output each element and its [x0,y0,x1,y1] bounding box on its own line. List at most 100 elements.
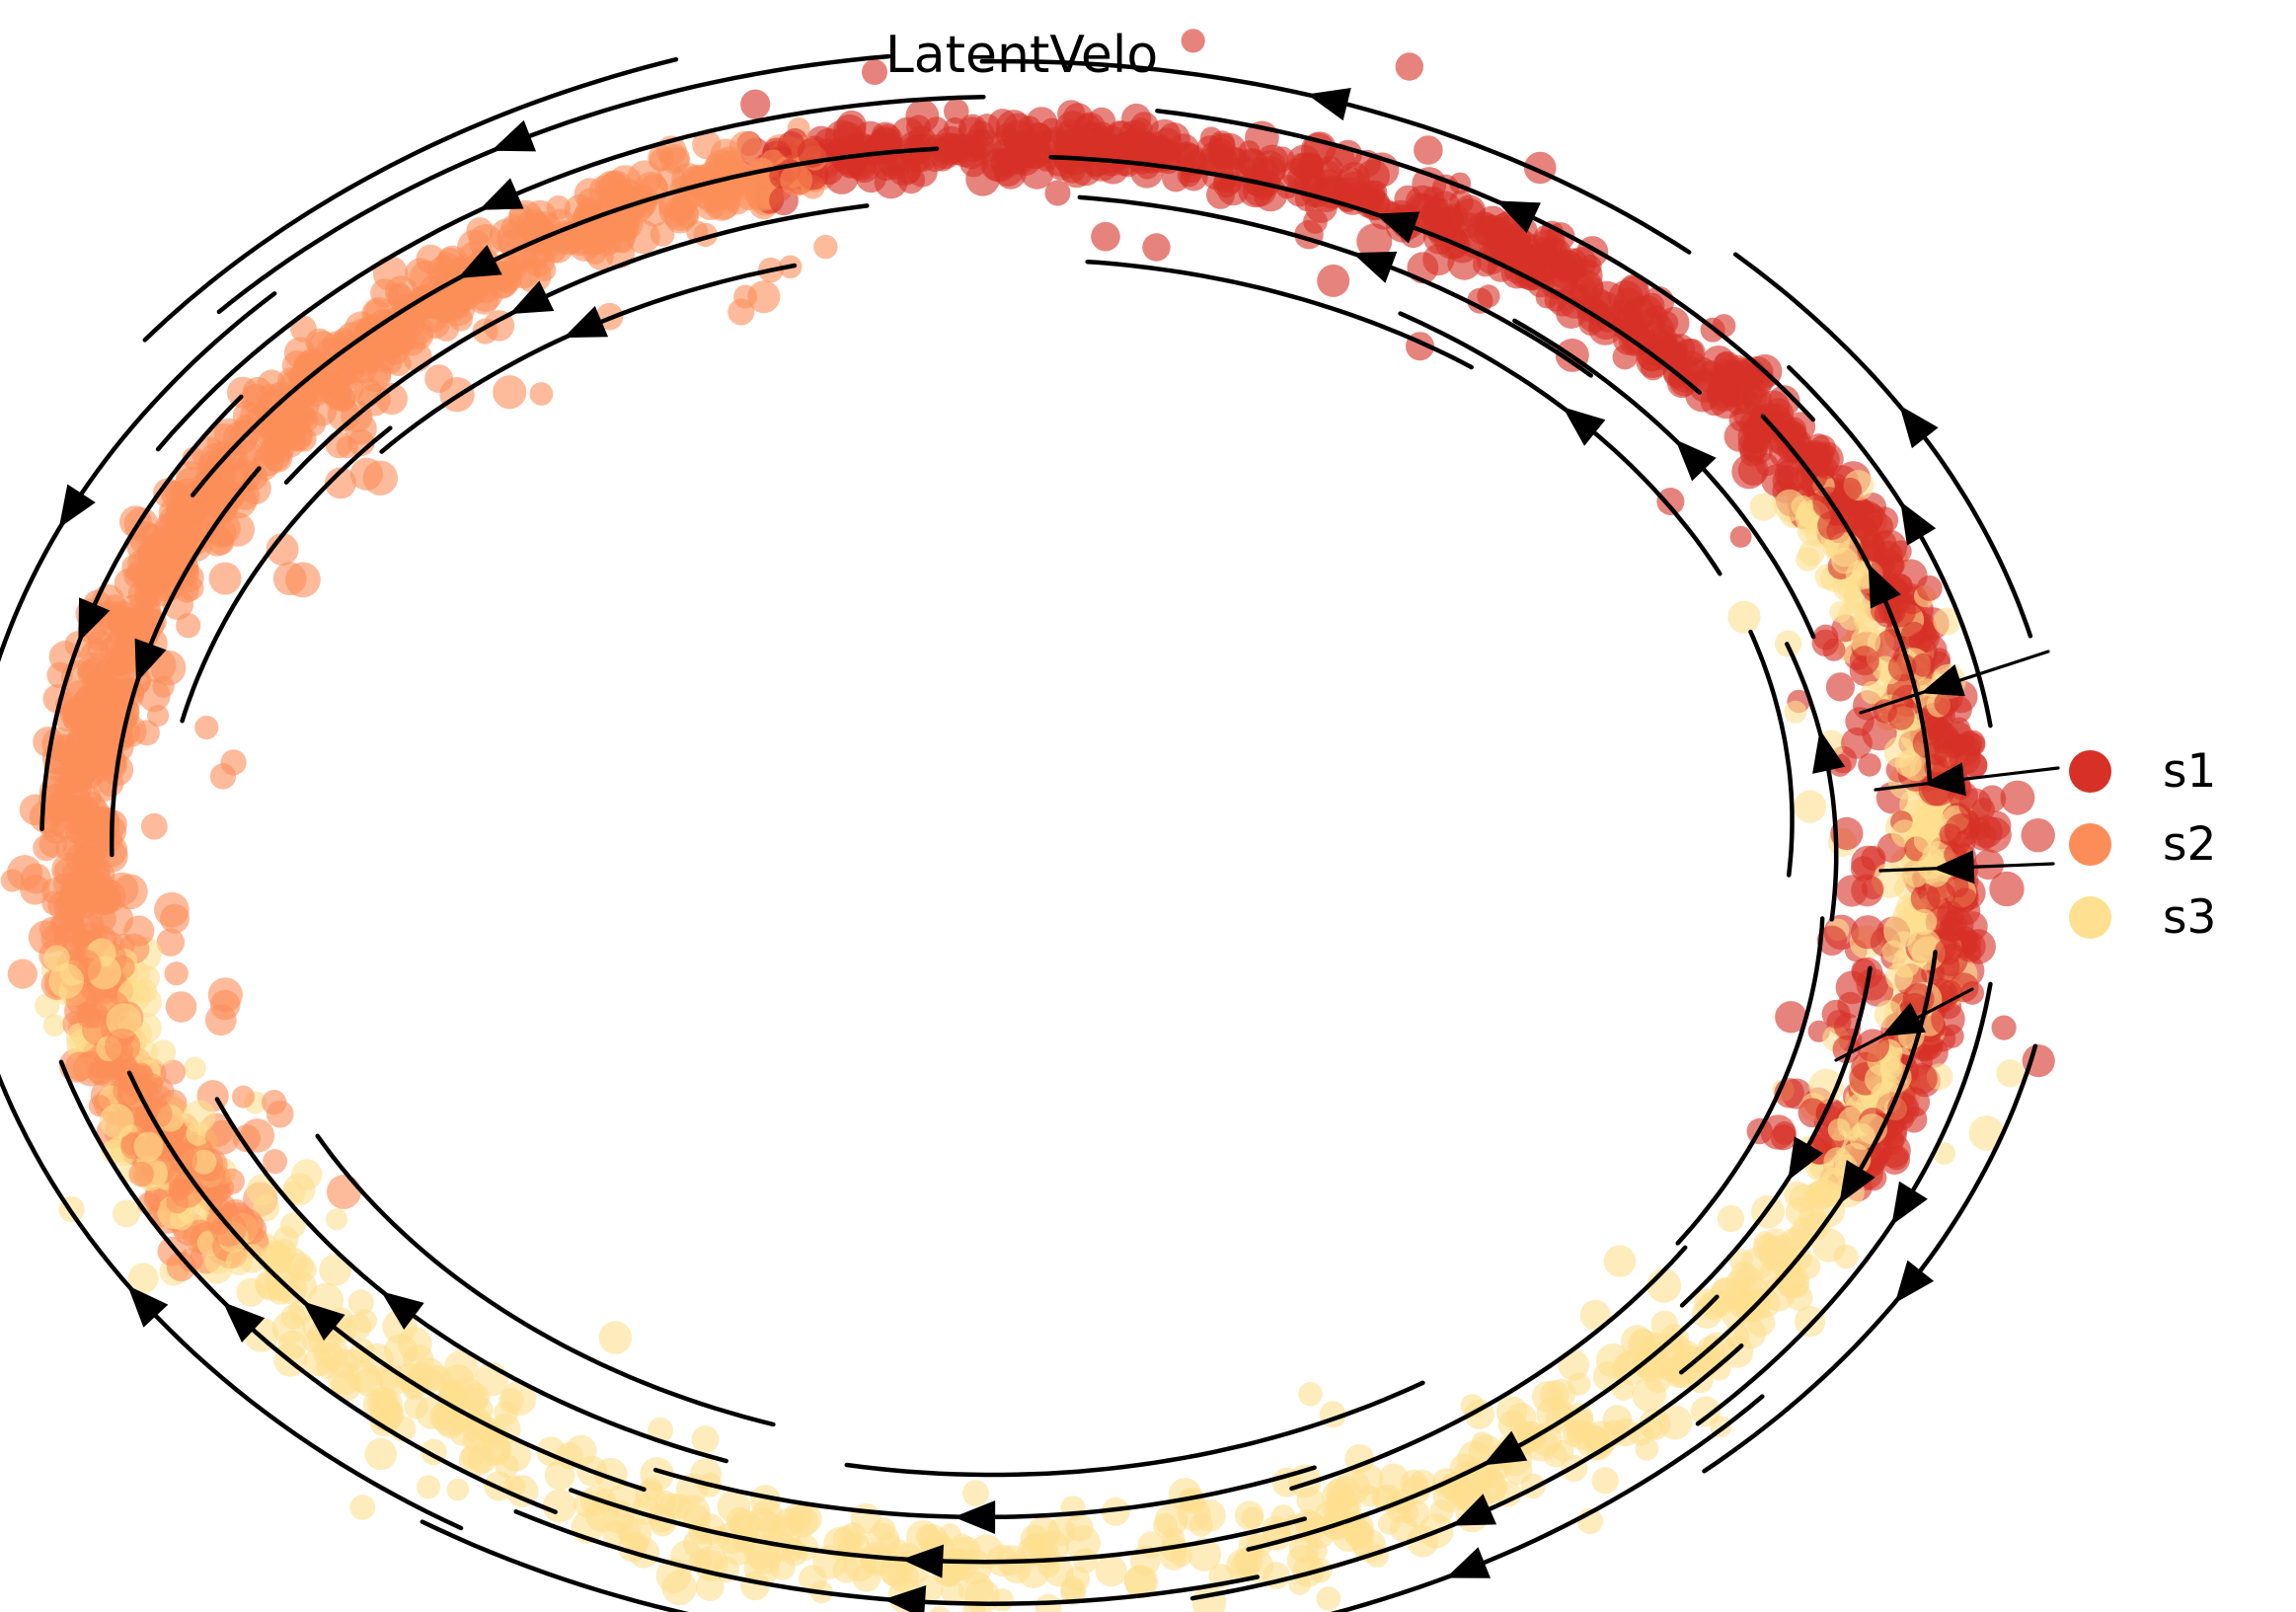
cell-point [1137,1531,1165,1559]
cell-point [127,1263,159,1294]
cell-point [1044,180,1071,206]
cell-point [1944,813,1979,848]
stream-arrowhead-icon [954,1500,996,1534]
cell-point [1091,221,1120,252]
stream-arrowhead-icon [1868,564,1901,609]
cell-point [156,928,185,957]
cell-point [1215,148,1239,171]
streamline [1785,642,1839,922]
stream-arrowhead-icon [1839,1160,1875,1204]
cell-point [1821,999,1851,1029]
legend-dot-s3-icon [2069,895,2111,939]
cell-point [158,510,187,539]
cell-point [1743,430,1767,454]
cell-point [1812,624,1839,651]
cell-point [328,1348,357,1378]
stream-arrowhead-icon [509,280,555,315]
cell-point [1505,1402,1537,1433]
cell-point [125,608,150,633]
stream-arrowhead-icon [901,1544,944,1578]
cell-point [1829,601,1852,623]
cell-point [493,375,527,410]
legend-item-s1: s1 [2069,734,2216,807]
cell-point [1794,1305,1826,1338]
cell-point [1241,1506,1263,1529]
stream-arrowhead-icon [1675,439,1717,482]
cell-point [1298,1382,1323,1407]
cell-point [160,1059,186,1085]
stream-arrowhead-icon [1451,1494,1497,1526]
cell-point [1064,1525,1101,1562]
cell-point [691,1425,720,1454]
cell-point [93,778,117,802]
cell-point [405,258,436,289]
cell-point [204,1004,237,1036]
streamline [315,1133,776,1427]
cell-point [1060,155,1094,189]
stream-arrowhead-icon [1923,762,1966,797]
cell-point [183,1100,216,1133]
cell-point [164,961,189,986]
cell-point [1991,1015,2017,1040]
cell-point [746,1507,780,1541]
cell-point [1579,1299,1611,1331]
cell-point [1833,1244,1859,1269]
stream-arrowhead-icon [1899,405,1939,449]
cell-point [349,1495,376,1520]
cell-point [1825,672,1855,702]
cell-point [769,1554,796,1580]
cell-point [260,1242,293,1276]
plot-title: LatentVelo [884,26,1159,85]
cell-point [68,728,92,751]
cell-point [1238,140,1261,163]
cell-point [1809,434,1837,462]
cell-point [658,192,694,228]
cell-point [1768,385,1800,418]
cell-point [1906,1063,1938,1095]
stream-arrowhead-icon [78,597,111,643]
streamline-spur [1874,766,2060,792]
cell-point [38,808,68,838]
stream-arrowhead-icon [1495,200,1541,234]
cell-point [152,675,175,698]
stream-arrowhead-icon [883,1585,927,1612]
cell-point [905,99,940,133]
cell-point [362,336,388,361]
cell-point [1377,1511,1401,1535]
cell-point [1934,691,1959,717]
cell-point [444,1349,479,1385]
cell-point [1043,1557,1074,1587]
cell-point [2000,780,2035,815]
cell-point [1635,1437,1659,1461]
cell-point [99,1104,134,1139]
cell-point [1471,1431,1493,1454]
cell-point [207,977,243,1013]
cell-point [246,1174,278,1206]
cell-point [220,749,247,776]
cell-point [121,554,149,581]
cell-point [1727,600,1761,634]
cell-point [1933,1142,1955,1165]
cell-point [640,1457,674,1492]
cell-point [322,377,352,408]
cell-point [1900,621,1927,649]
cell-point [325,467,356,499]
cell-point [647,1417,673,1443]
cell-point [397,1326,432,1361]
cell-point [113,1199,140,1228]
cell-point [1632,1377,1667,1413]
cell-point [866,1523,900,1558]
cell-point [1467,287,1493,314]
cell-point [55,835,82,862]
streamline [1085,259,1474,370]
cell-point [1631,295,1663,328]
cell-point [608,227,636,254]
cell-point [134,580,164,610]
cell-point [1851,874,1883,907]
cell-point [67,750,93,775]
legend: s1 s2 s3 [2069,734,2216,954]
cell-point [1639,1408,1671,1440]
stream-arrowhead-icon [1483,1430,1528,1466]
cell-point [1861,681,1884,705]
streamline [1289,1245,1688,1492]
